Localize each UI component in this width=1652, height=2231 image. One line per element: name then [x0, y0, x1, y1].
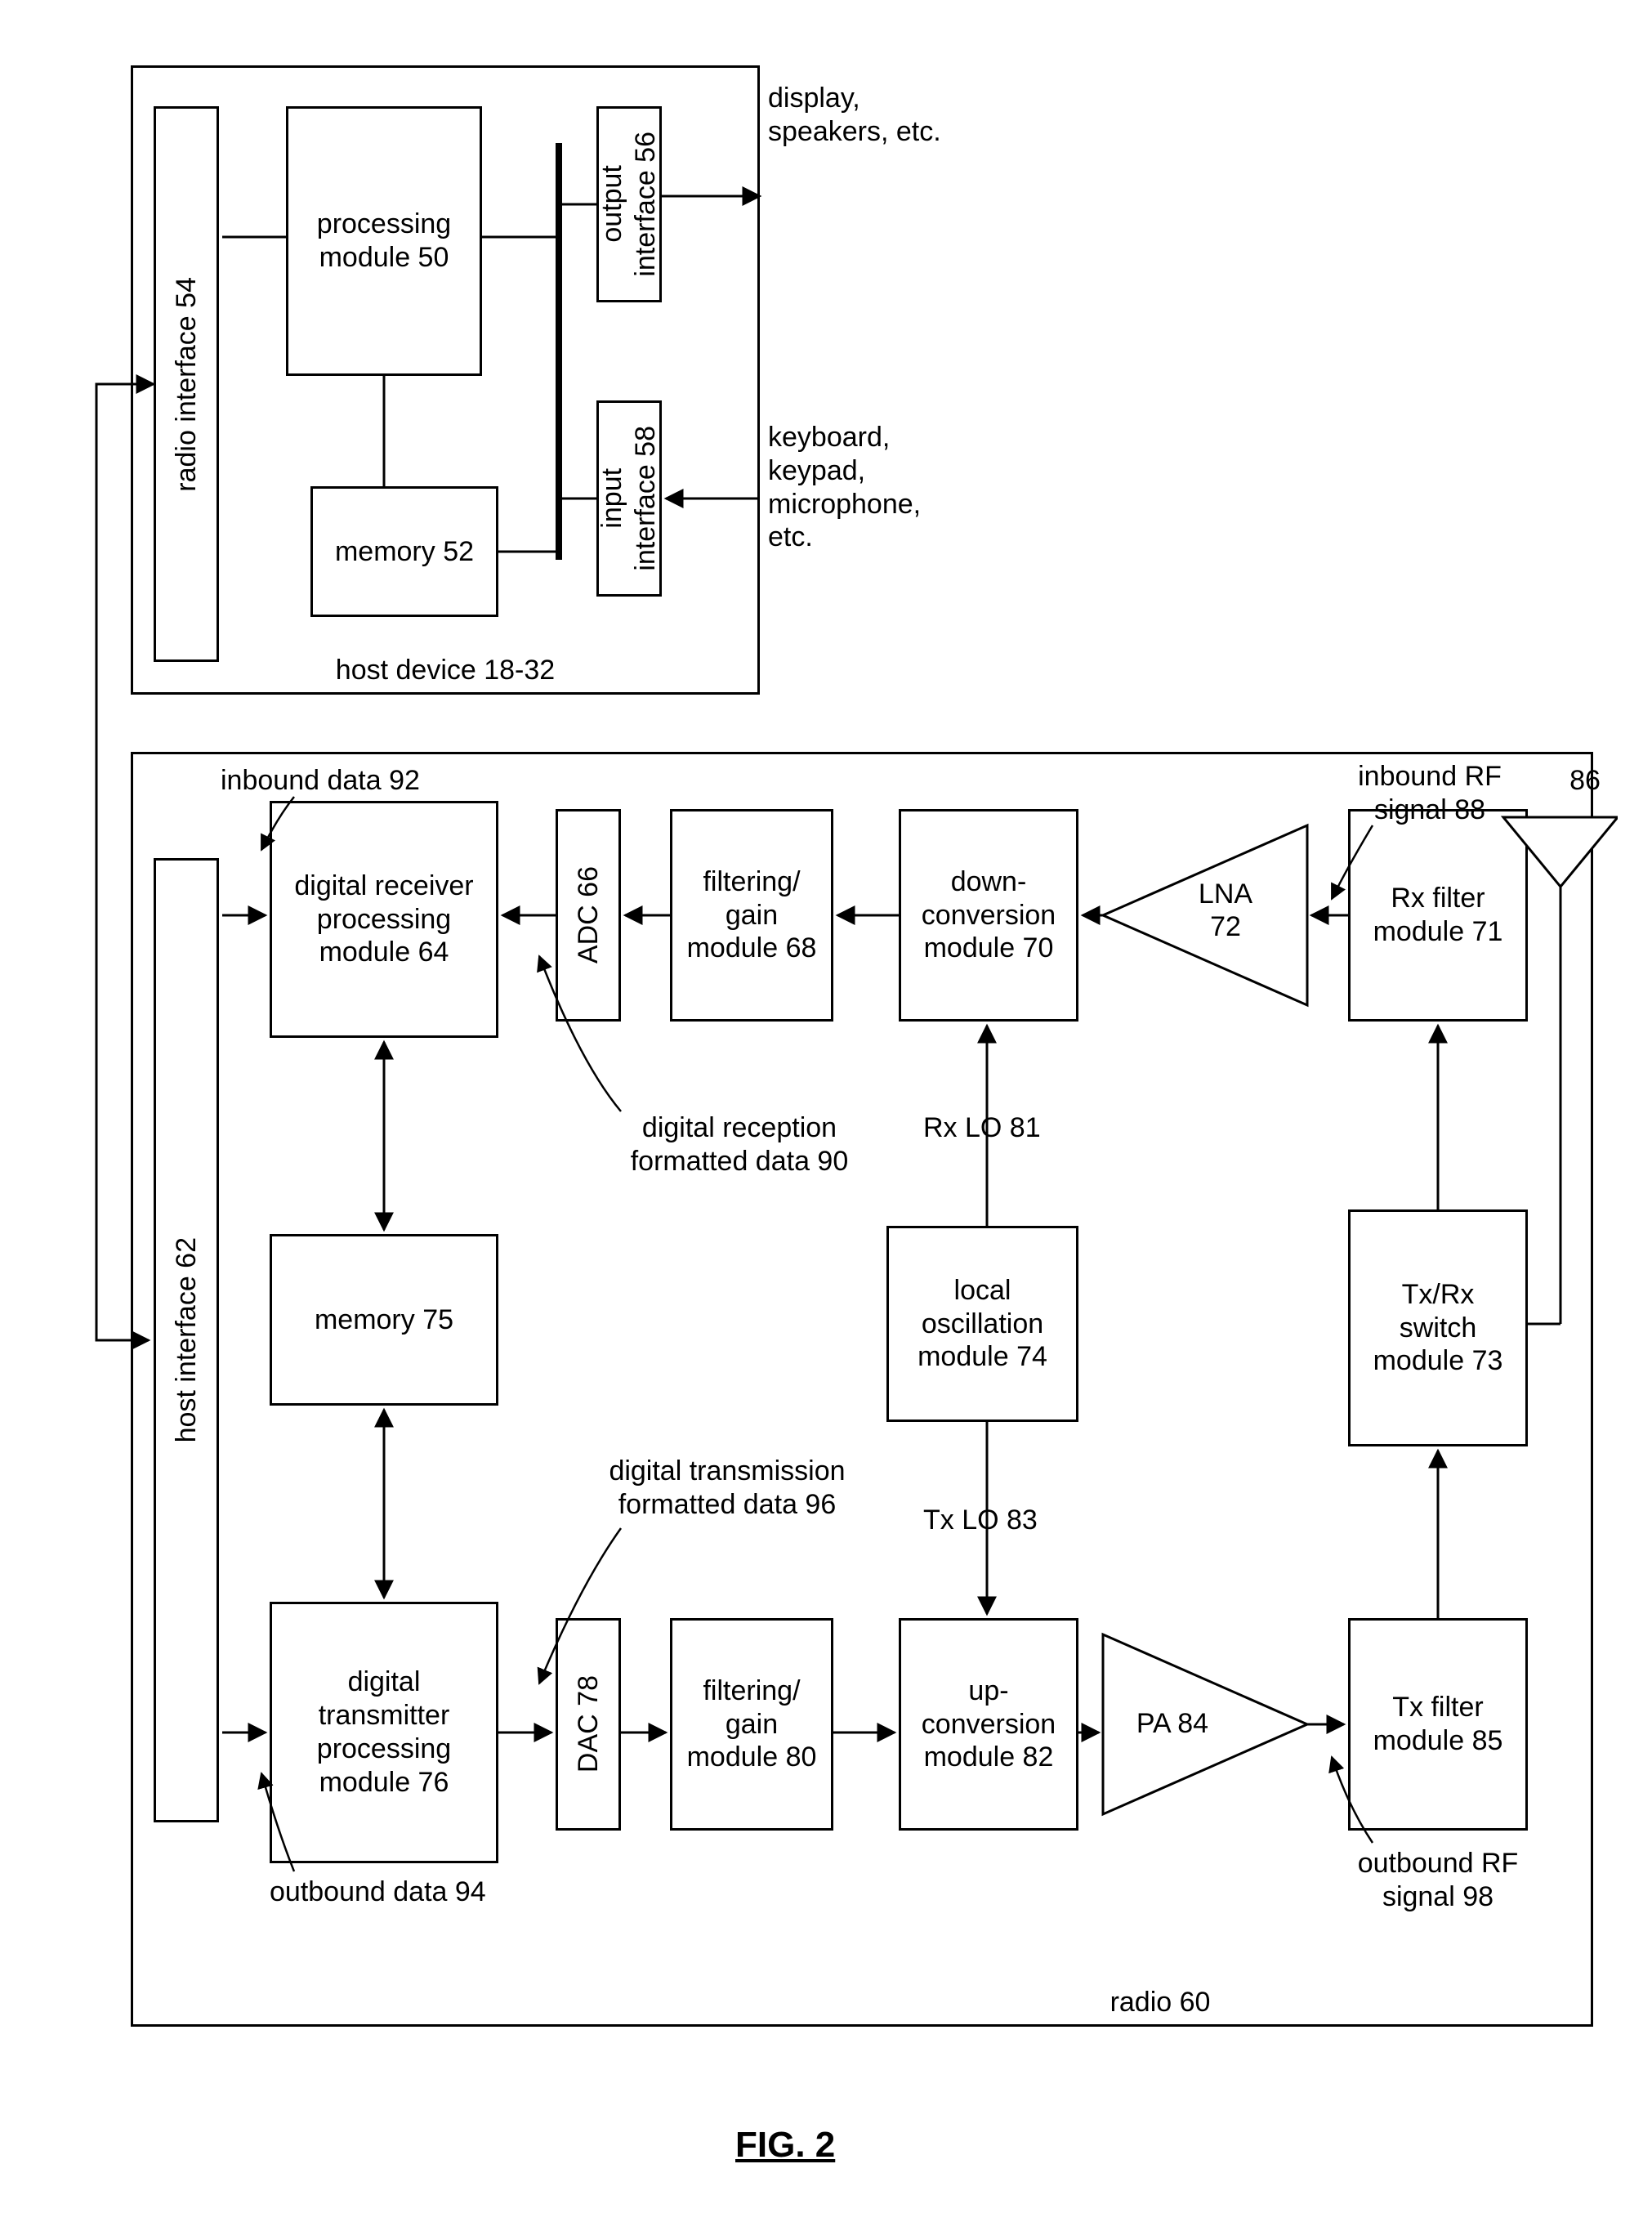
local-osc-block: local oscillation module 74 [886, 1226, 1078, 1422]
up-conv-label: up- conversion module 82 [922, 1674, 1056, 1774]
host-memory-label: memory 52 [335, 535, 474, 569]
digital-rx-block: digital receiver processing module 64 [270, 801, 498, 1038]
filt-gain-rx-label: filtering/ gain module 68 [687, 865, 817, 965]
host-interface-label: host interface 62 [170, 1237, 203, 1442]
output-devices-label: display, speakers, etc. [768, 82, 980, 149]
processing-module-block: processing module 50 [286, 106, 482, 376]
antenna-num-label: 86 [1560, 764, 1610, 798]
txrx-switch-label: Tx/Rx switch module 73 [1373, 1278, 1503, 1378]
digital-rx-label: digital receiver processing module 64 [294, 870, 473, 969]
adc-block: ADC 66 [556, 809, 621, 1022]
rx-lo-label: Rx LO 81 [923, 1111, 1087, 1145]
filt-gain-tx-label: filtering/ gain module 80 [687, 1674, 817, 1774]
input-interface-label: input interface 58 [596, 426, 663, 571]
host-memory-block: memory 52 [310, 486, 498, 617]
input-interface-block: input interface 58 [596, 400, 662, 597]
radio-interface-label: radio interface 54 [170, 277, 203, 492]
outbound-data-label: outbound data 94 [270, 1876, 531, 1909]
tx-lo-label: Tx LO 83 [923, 1504, 1087, 1537]
local-osc-label: local oscillation module 74 [918, 1274, 1047, 1374]
dig-rx-fmt-label: digital reception formatted data 90 [605, 1111, 874, 1178]
output-interface-block: output interface 56 [596, 106, 662, 302]
input-devices-label: keyboard, keypad, microphone, etc. [768, 421, 980, 554]
diagram-root: radio interface 54 processing module 50 … [33, 33, 1618, 2198]
host-interface-block: host interface 62 [154, 858, 219, 1822]
figure-label: FIG. 2 [735, 2125, 835, 2166]
down-conv-label: down- conversion module 70 [922, 865, 1056, 965]
digital-tx-label: digital transmitter processing module 76 [317, 1665, 451, 1799]
radio-label: radio 60 [1078, 1986, 1242, 2019]
filt-gain-tx-block: filtering/ gain module 80 [670, 1618, 833, 1831]
rx-filter-label: Rx filter module 71 [1373, 882, 1503, 949]
down-conv-block: down- conversion module 70 [899, 809, 1078, 1022]
radio-memory-label: memory 75 [315, 1303, 453, 1337]
inbound-data-label: inbound data 92 [221, 764, 466, 798]
dig-tx-fmt-label: digital transmission formatted data 96 [580, 1455, 874, 1522]
txrx-switch-block: Tx/Rx switch module 73 [1348, 1209, 1528, 1446]
adc-label: ADC 66 [572, 866, 605, 963]
tx-filter-label: Tx filter module 85 [1373, 1691, 1503, 1758]
inbound-rf-label: inbound RF signal 88 [1328, 760, 1532, 827]
outbound-rf-label: outbound RF signal 98 [1332, 1847, 1544, 1914]
up-conv-block: up- conversion module 82 [899, 1618, 1078, 1831]
tx-filter-block: Tx filter module 85 [1348, 1618, 1528, 1831]
filt-gain-rx-block: filtering/ gain module 68 [670, 809, 833, 1022]
digital-tx-block: digital transmitter processing module 76 [270, 1602, 498, 1863]
host-bus [556, 143, 562, 560]
dac-label: DAC 78 [572, 1675, 605, 1773]
radio-interface-block: radio interface 54 [154, 106, 219, 662]
rx-filter-block: Rx filter module 71 [1348, 809, 1528, 1022]
processing-module-label: processing module 50 [317, 208, 451, 275]
host-device-label: host device 18-32 [302, 654, 588, 687]
radio-memory-block: memory 75 [270, 1234, 498, 1406]
dac-block: DAC 78 [556, 1618, 621, 1831]
output-interface-label: output interface 56 [596, 132, 663, 277]
